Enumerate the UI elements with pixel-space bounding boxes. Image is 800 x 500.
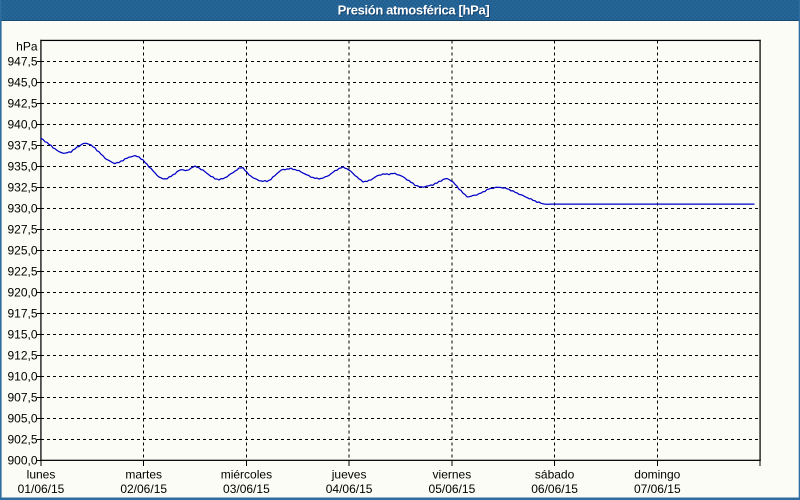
- svg-text:902,5: 902,5: [7, 433, 37, 447]
- svg-text:lunes: lunes: [27, 467, 56, 481]
- svg-text:905,0: 905,0: [7, 412, 37, 426]
- svg-text:907,5: 907,5: [7, 391, 37, 405]
- svg-text:947,5: 947,5: [7, 55, 37, 69]
- svg-text:920,0: 920,0: [7, 286, 37, 300]
- svg-text:sábado: sábado: [535, 467, 575, 481]
- svg-text:910,0: 910,0: [7, 370, 37, 384]
- svg-text:935,0: 935,0: [7, 160, 37, 174]
- svg-text:Presión atmosférica [hPa]: Presión atmosférica [hPa]: [338, 3, 490, 18]
- svg-text:927,5: 927,5: [7, 223, 37, 237]
- svg-text:925,0: 925,0: [7, 244, 37, 258]
- svg-text:945,0: 945,0: [7, 76, 37, 90]
- svg-text:06/06/15: 06/06/15: [531, 482, 578, 496]
- svg-text:domingo: domingo: [634, 467, 680, 481]
- svg-text:900,0: 900,0: [7, 454, 37, 468]
- svg-text:04/06/15: 04/06/15: [326, 482, 373, 496]
- svg-text:07/06/15: 07/06/15: [634, 482, 681, 496]
- svg-text:05/06/15: 05/06/15: [429, 482, 476, 496]
- svg-text:937,5: 937,5: [7, 139, 37, 153]
- svg-text:942,5: 942,5: [7, 97, 37, 111]
- svg-text:917,5: 917,5: [7, 307, 37, 321]
- svg-text:922,5: 922,5: [7, 265, 37, 279]
- svg-text:02/06/15: 02/06/15: [120, 482, 167, 496]
- svg-text:912,5: 912,5: [7, 349, 37, 363]
- svg-text:miércoles: miércoles: [221, 467, 272, 481]
- svg-text:jueves: jueves: [331, 467, 367, 481]
- svg-text:03/06/15: 03/06/15: [223, 482, 270, 496]
- svg-text:hPa: hPa: [16, 40, 38, 54]
- svg-text:940,0: 940,0: [7, 118, 37, 132]
- svg-text:915,0: 915,0: [7, 328, 37, 342]
- svg-text:930,0: 930,0: [7, 202, 37, 216]
- svg-text:Presión atmosférica [hPa]: Presión atmosférica [hPa]: [339, 4, 491, 19]
- svg-text:viernes: viernes: [433, 467, 472, 481]
- svg-text:martes: martes: [125, 467, 162, 481]
- svg-text:932,5: 932,5: [7, 181, 37, 195]
- svg-text:01/06/15: 01/06/15: [18, 482, 65, 496]
